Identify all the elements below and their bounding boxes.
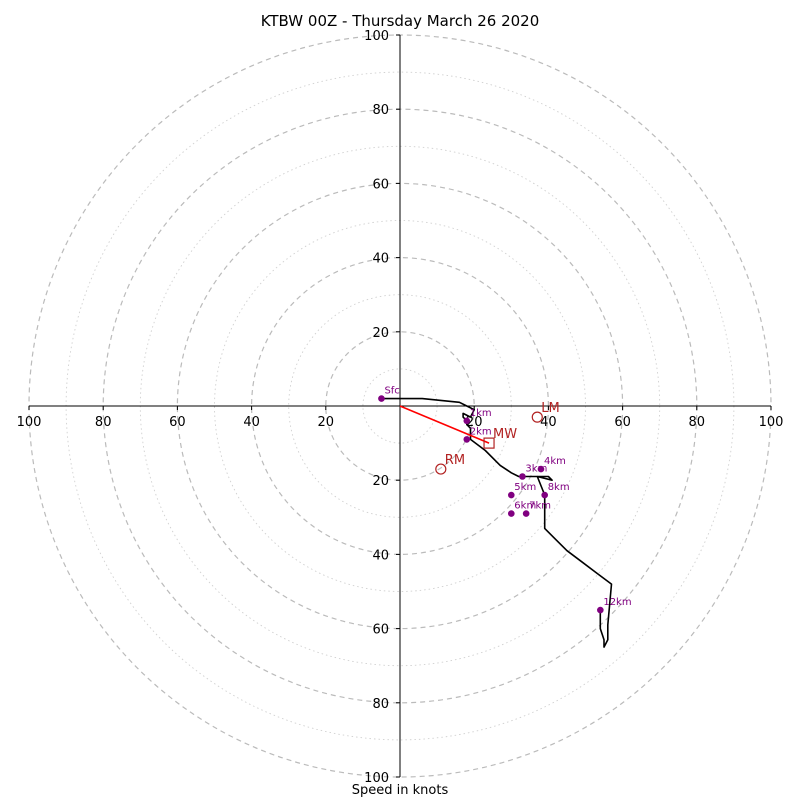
y-tick-label: 80	[372, 697, 389, 712]
wind-profile-line	[381, 397, 613, 648]
x-tick-label: 100	[759, 415, 784, 430]
lm-storm-motion-label: LM	[541, 401, 559, 416]
height-marker-label: 7km	[529, 501, 551, 512]
y-tick-label: 80	[372, 103, 389, 118]
rm-storm-motion-marker	[435, 463, 447, 475]
y-tick-label: 60	[372, 623, 389, 638]
height-marker-point	[537, 465, 545, 473]
height-marker-label: 5km	[514, 482, 536, 493]
y-tick-label: 60	[372, 177, 389, 192]
y-tick-label: 100	[364, 29, 389, 44]
height-marker-point	[597, 606, 604, 614]
x-tick-label: 40	[243, 415, 260, 430]
height-marker-label: 12km	[603, 597, 631, 608]
mean-wind-vector	[399, 405, 490, 444]
x-tick-label: 20	[318, 415, 335, 430]
x-tick-label: 80	[95, 415, 112, 430]
height-marker-point	[463, 436, 471, 443]
x-axis-label: Speed in knots	[351, 783, 449, 798]
tick-labels: 100 80 60 40 20 20 40 60 80 100 100 80 60 40 20 20 40 60 8…	[17, 29, 784, 786]
chart-title: KTBW 00Z - Thursday March 26 2020	[260, 12, 540, 30]
height-marker-point	[463, 417, 471, 425]
mw-storm-motion-label: MW	[493, 427, 517, 442]
height-marker-label: 3km	[525, 463, 547, 474]
mean-wind-marker	[483, 437, 495, 449]
x-tick-label: 100	[17, 415, 42, 430]
bunkers-vector	[399, 405, 490, 444]
x-tick-label: 60	[614, 415, 631, 430]
y-tick-label: 40	[372, 548, 389, 563]
x-tick-label: 20	[466, 415, 483, 430]
height-marker-point	[541, 491, 548, 499]
x-tick-label: 80	[689, 415, 706, 430]
height-marker-label: 6km	[514, 501, 536, 512]
height-marker-label: 8km	[548, 482, 570, 493]
height-marker-point	[519, 473, 526, 480]
x-tick-label: 60	[169, 415, 186, 430]
y-tick-label: 40	[372, 252, 389, 267]
height-marker-label: 4km	[544, 456, 566, 467]
y-tick-label: 20	[372, 326, 389, 341]
height-marker-point	[378, 395, 385, 402]
height-marker-point	[508, 510, 515, 517]
wind-profile	[381, 397, 613, 648]
y-tick-label: 20	[372, 474, 389, 489]
height-marker-label: 1km	[470, 408, 492, 419]
storm-motions: LM MW RM	[435, 401, 560, 475]
height-marker-label: 2km	[470, 426, 492, 437]
height-marker-point	[508, 491, 515, 499]
height-marker-label: Sfc	[384, 386, 399, 397]
y-tick-label: 100	[364, 771, 389, 786]
lm-storm-motion-marker	[531, 411, 543, 423]
rm-storm-motion-label: RM	[445, 453, 465, 468]
x-tick-label: 40	[540, 415, 557, 430]
height-marker-point	[522, 510, 530, 517]
